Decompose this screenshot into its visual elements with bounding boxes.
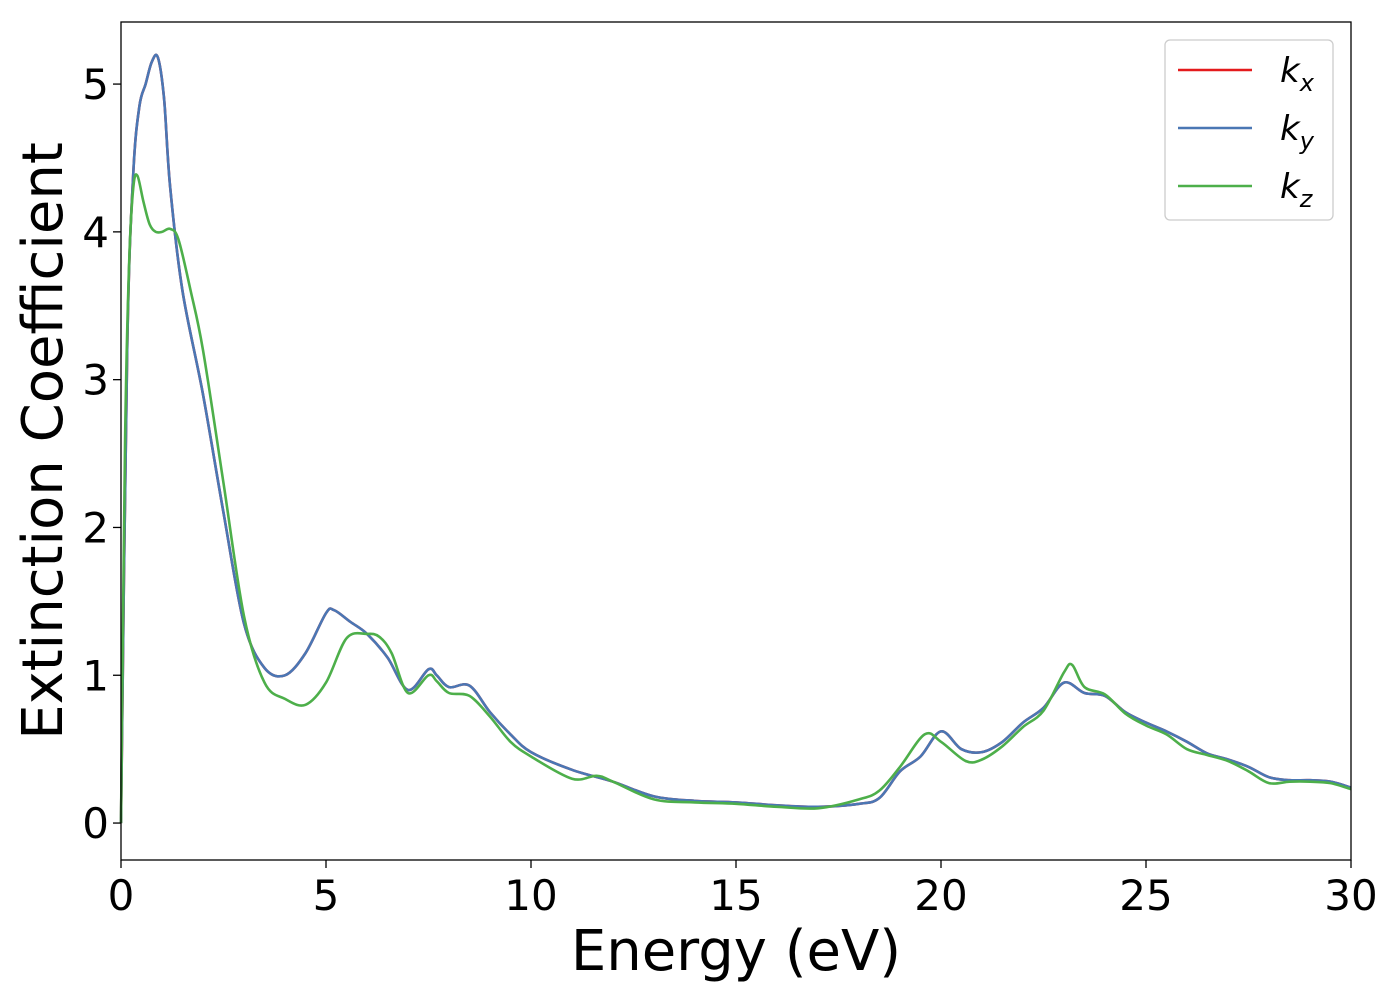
- series-layer: [119, 53, 1352, 824]
- x-axis-title: Energy (eV): [571, 919, 901, 984]
- y-tick-label: 2: [82, 503, 109, 552]
- plot-area: [121, 22, 1351, 860]
- x-tick-label: 25: [1119, 871, 1172, 920]
- x-tick-label: 30: [1324, 871, 1377, 920]
- y-tick-label: 3: [82, 356, 109, 405]
- legend-box: [1164, 39, 1334, 221]
- x-axis-ticks: 0 5 10 15 20 25 30: [108, 860, 1378, 920]
- x-tick-label: 15: [709, 871, 762, 920]
- series-line-y: [119, 53, 1352, 824]
- x-tick-label: 10: [504, 871, 557, 920]
- x-tick-label: 5: [313, 871, 340, 920]
- y-axis-title: Extinction Coefficient: [11, 142, 76, 740]
- y-tick-label: 5: [82, 60, 109, 109]
- y-tick-label: 4: [82, 208, 109, 257]
- x-tick-label: 20: [914, 871, 967, 920]
- x-tick-label: 0: [108, 871, 135, 920]
- y-tick-label: 1: [82, 651, 109, 700]
- y-tick-label: 0: [82, 799, 109, 848]
- series-line-z: [119, 173, 1352, 824]
- y-axis-ticks: 0 1 2 3 4 5: [82, 60, 121, 848]
